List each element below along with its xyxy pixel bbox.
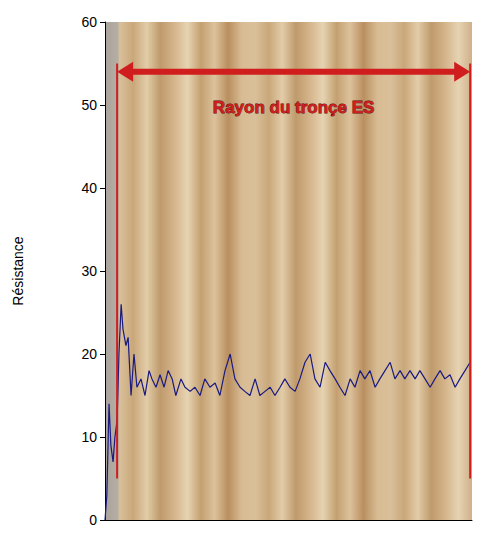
svg-text:60: 60 (81, 14, 97, 30)
svg-text:Résistance: Résistance (10, 236, 26, 305)
svg-text:10: 10 (81, 429, 97, 445)
svg-text:0: 0 (89, 512, 97, 528)
svg-text:50: 50 (81, 97, 97, 113)
svg-text:30: 30 (81, 263, 97, 279)
svg-text:Rayon du tronçe ES: Rayon du tronçe ES (213, 98, 375, 117)
svg-text:20: 20 (81, 346, 97, 362)
svg-text:40: 40 (81, 180, 97, 196)
